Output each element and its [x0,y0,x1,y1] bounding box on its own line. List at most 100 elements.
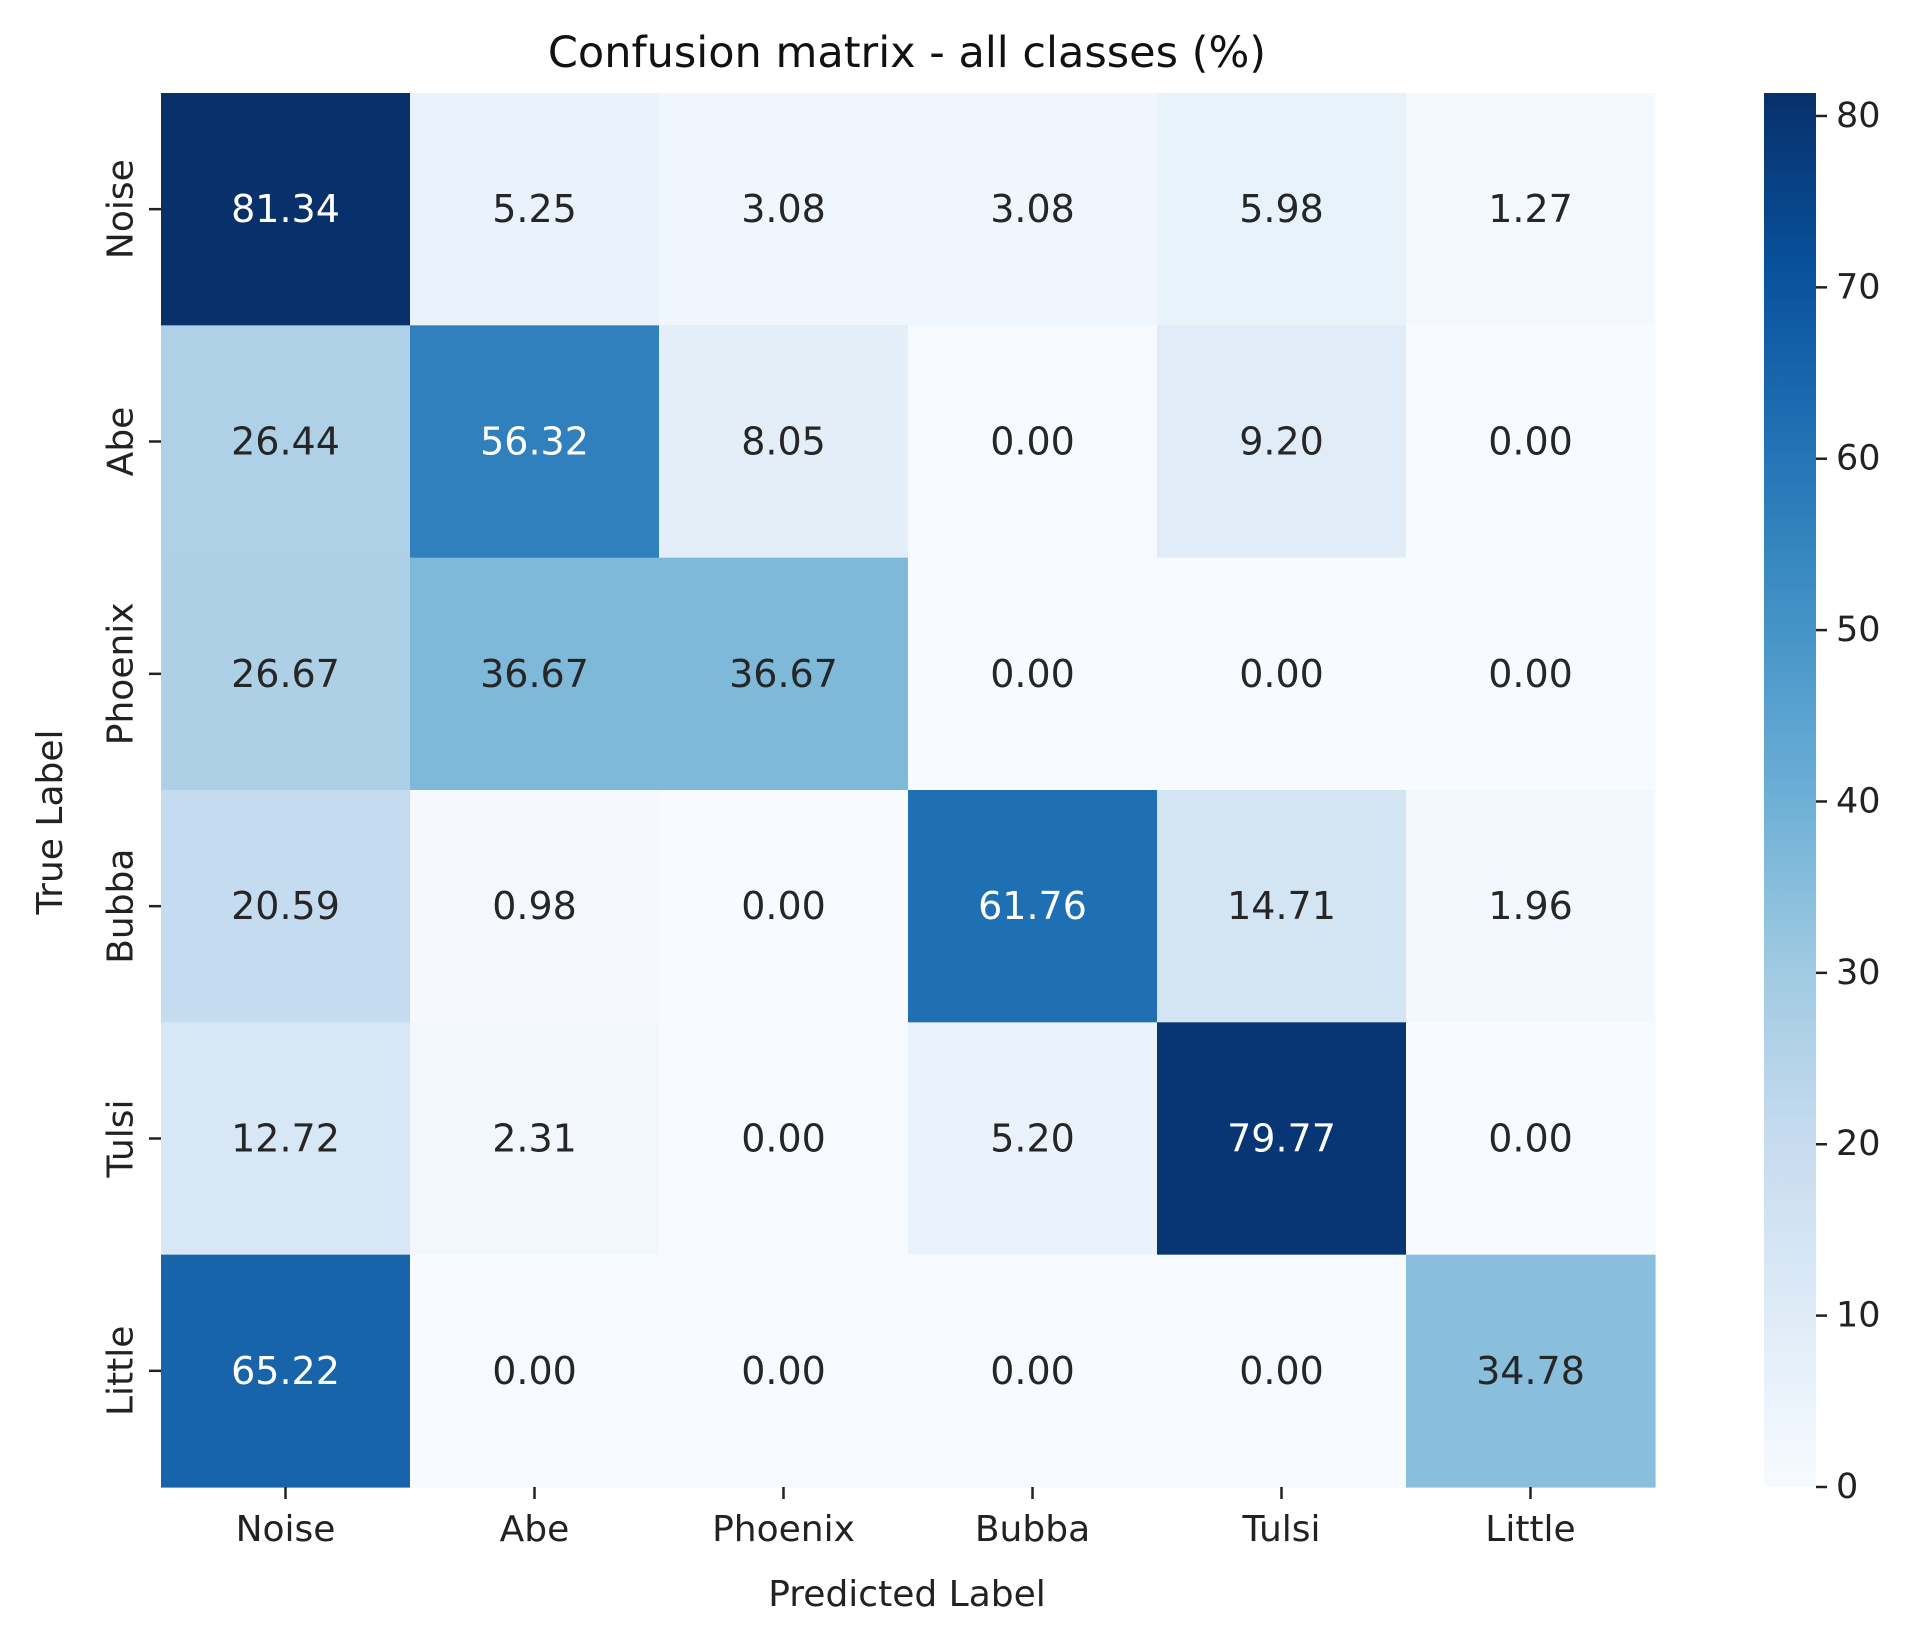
heatmap-cell [659,557,909,791]
heatmap-cell [161,1022,411,1256]
colorbar-tick-label: 20 [1836,1124,1881,1164]
colorbar-tick-label: 30 [1836,953,1881,993]
cell-value-label: 9.20 [1239,420,1324,464]
chart-title: Confusion matrix - all classes (%) [548,28,1266,78]
heatmap-cell [908,557,1158,791]
colorbar-tick-label: 80 [1836,96,1881,136]
cell-value-label: 3.08 [990,187,1075,231]
heatmap-cell [908,93,1158,326]
cell-value-label: 0.00 [990,420,1075,464]
colorbar-tick-label: 0 [1836,1467,1858,1507]
heatmap-cell [161,1254,411,1488]
cell-value-label: 34.78 [1476,1349,1585,1393]
cell-value-label: 36.67 [480,652,589,696]
cell-value-label: 0.00 [741,1117,826,1161]
heatmap-cell [1406,557,1656,791]
cell-value-label: 0.00 [1488,652,1573,696]
cell-value-label: 36.67 [729,652,838,696]
cell-value-label: 20.59 [231,884,340,928]
cell-value-label: 26.67 [231,652,340,696]
heatmap-cell [659,1022,909,1256]
cell-value-label: 1.96 [1488,884,1573,928]
colorbar-tick-label: 50 [1836,610,1881,650]
heatmap-cell [1157,790,1407,1023]
heatmap-cell [1157,93,1407,326]
cell-value-label: 5.98 [1239,187,1324,231]
heatmap-cell [161,93,411,326]
colorbar-tick-label: 70 [1836,267,1881,307]
y-axis-label: True Label [30,729,71,915]
heatmap-cell [908,1022,1158,1256]
x-axis-ticks: Noise Abe Phoenix Bubba Tulsi Little [236,1487,1576,1550]
colorbar-tick-label: 60 [1836,439,1881,479]
cell-value-label: 2.31 [492,1117,577,1161]
y-tick-label: Phoenix [101,602,142,745]
heatmap-cell [908,1254,1158,1488]
cell-value-label: 0.00 [1239,1349,1324,1393]
heatmap-cell [410,1254,660,1488]
cell-value-label: 26.44 [231,420,340,464]
heatmap-cell [161,325,411,559]
cell-value-label: 3.08 [741,187,826,231]
colorbar-tick-label: 40 [1836,781,1881,821]
x-tick-label: Little [1485,1509,1575,1550]
cell-value-label: 0.00 [741,1349,826,1393]
colorbar: 0 10 20 30 40 50 60 70 80 [1764,93,1881,1507]
heatmap-cell [1406,325,1656,559]
x-tick-label: Noise [236,1509,336,1550]
colorbar-tick-label: 10 [1836,1296,1881,1336]
cell-value-label: 0.00 [1488,1117,1573,1161]
cell-value-label: 5.20 [990,1117,1075,1161]
heatmap-cell [1406,93,1656,326]
heatmap-cell [659,1254,909,1488]
cell-value-label: 0.00 [1488,420,1573,464]
cell-value-label: 8.05 [741,420,826,464]
heatmap-cell [410,790,660,1023]
x-tick-label: Phoenix [712,1509,855,1550]
heatmap-cell [410,1022,660,1256]
y-tick-label: Abe [101,407,142,477]
heatmap-cell [410,325,660,559]
cell-value-label: 5.25 [492,187,577,231]
heatmap-cell [1157,1022,1407,1256]
heatmap-cell [1157,1254,1407,1488]
heatmap-cell [1406,790,1656,1023]
cell-value-label: 0.00 [1239,652,1324,696]
y-tick-label: Tulsi [101,1099,142,1178]
x-tick-label: Abe [500,1509,570,1550]
heatmap-cell [410,93,660,326]
heatmap-cell [908,790,1158,1023]
y-tick-label: Noise [101,159,142,259]
y-axis-ticks: Noise Abe Phoenix Bubba Tulsi Little [101,159,161,1416]
colorbar-gradient [1764,93,1816,1487]
cell-value-label: 0.00 [741,884,826,928]
heatmap-cell [410,557,660,791]
cell-value-label: 12.72 [231,1117,340,1161]
cell-value-label: 0.00 [990,652,1075,696]
heatmap-cell [1406,1022,1656,1256]
heatmap-cell [659,325,909,559]
cell-value-label: 0.98 [492,884,577,928]
heatmap-cell [1157,325,1407,559]
cell-value-label: 14.71 [1227,884,1336,928]
x-tick-label: Tulsi [1241,1509,1320,1550]
cell-value-label: 61.76 [978,884,1087,928]
cell-value-label: 79.77 [1227,1117,1336,1161]
cell-value-label: 65.22 [231,1349,340,1393]
heatmap-cell [161,790,411,1023]
cell-value-label: 1.27 [1488,187,1573,231]
heatmap-cell [161,557,411,791]
x-tick-label: Bubba [975,1509,1090,1550]
cell-value-label: 0.00 [492,1349,577,1393]
x-axis-label: Predicted Label [768,1574,1046,1615]
heatmap-cells: 81.34 5.25 3.08 3.08 5.98 1.27 26.44 56.32 8.05 0… [161,93,1656,1488]
heatmap-cell [659,93,909,326]
heatmap-cell [908,325,1158,559]
y-tick-label: Bubba [101,849,142,964]
cell-value-label: 0.00 [990,1349,1075,1393]
cell-value-label: 81.34 [231,187,340,231]
heatmap-cell [659,790,909,1023]
heatmap-cell [1406,1254,1656,1488]
